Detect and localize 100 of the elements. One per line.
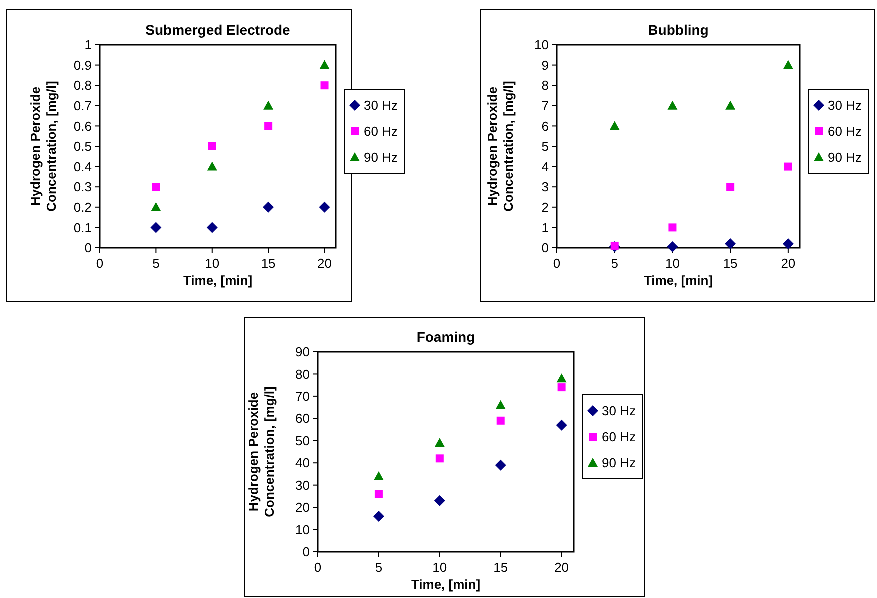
point bbox=[434, 495, 446, 506]
legend-label: 60 Hz bbox=[602, 430, 636, 445]
y-axis-title: Hydrogen Peroxide Concentration, [mg/l] bbox=[246, 386, 277, 518]
point bbox=[436, 454, 444, 463]
point bbox=[558, 384, 566, 392]
chart-title: Foaming bbox=[416, 329, 476, 345]
legend-label: 30 Hz bbox=[364, 98, 398, 114]
y-tick-label: 0.5 bbox=[74, 139, 92, 154]
point bbox=[263, 202, 274, 213]
chart-title: Bubbling bbox=[648, 22, 709, 38]
point bbox=[610, 121, 620, 130]
y-tick-label: 90 bbox=[296, 344, 310, 360]
legend-label: 60 Hz bbox=[364, 124, 398, 140]
y-tick-label: 4 bbox=[542, 159, 549, 174]
x-axis-title: Time, [min] bbox=[411, 577, 481, 592]
y-tick-label: 0.6 bbox=[74, 118, 92, 134]
point bbox=[152, 183, 160, 192]
y-tick-label: 8 bbox=[542, 78, 549, 94]
y-tick-label: 0.1 bbox=[74, 220, 92, 236]
x-tick-label: 10 bbox=[205, 256, 220, 271]
y-tick-label: 1 bbox=[542, 220, 549, 236]
point bbox=[782, 238, 794, 250]
y-tick-label: 0.8 bbox=[74, 78, 92, 94]
x-tick-label: 20 bbox=[318, 256, 332, 271]
legend-label: 90 Hz bbox=[828, 150, 862, 166]
y-tick-label: 40 bbox=[296, 456, 310, 471]
y-tick-label: 70 bbox=[296, 388, 310, 404]
x-tick-label: 5 bbox=[152, 256, 160, 271]
x-axis-title: Time, [min] bbox=[644, 273, 714, 288]
chart-title: Submerged Electrode bbox=[146, 22, 291, 38]
y-tick-label: 6 bbox=[542, 118, 549, 134]
y-tick-label: 0.7 bbox=[74, 98, 92, 114]
point bbox=[374, 471, 384, 480]
x-tick-label: 15 bbox=[723, 256, 738, 271]
point bbox=[207, 162, 218, 171]
point bbox=[264, 100, 274, 110]
point bbox=[495, 460, 506, 471]
y-tick-label: 3 bbox=[542, 180, 549, 195]
y-tick-label: 80 bbox=[296, 366, 310, 382]
y-tick-label: 20 bbox=[296, 500, 310, 516]
point bbox=[725, 238, 736, 250]
legend-label: 60 Hz bbox=[828, 124, 862, 140]
legend-label: 30 Hz bbox=[602, 404, 636, 419]
point bbox=[667, 241, 678, 252]
y-tick-label: 9 bbox=[542, 58, 549, 73]
y-tick-label: 0 bbox=[542, 240, 549, 256]
point bbox=[206, 222, 218, 234]
x-tick-label: 10 bbox=[432, 560, 448, 575]
y-tick-label: 10 bbox=[534, 38, 549, 53]
y-tick-label: 7 bbox=[542, 98, 549, 114]
point bbox=[726, 100, 736, 110]
y-tick-label: 1 bbox=[84, 38, 92, 53]
point bbox=[208, 142, 216, 150]
x-tick-label: 0 bbox=[314, 560, 322, 575]
point bbox=[556, 374, 567, 383]
y-tick-label: 5 bbox=[542, 139, 549, 154]
x-tick-label: 15 bbox=[494, 560, 508, 575]
y-tick-label: 0.9 bbox=[74, 58, 92, 73]
x-tick-label: 10 bbox=[665, 256, 680, 271]
point bbox=[373, 510, 384, 522]
point bbox=[320, 60, 330, 70]
x-tick-label: 5 bbox=[611, 256, 618, 271]
point bbox=[151, 202, 162, 212]
y-tick-label: 30 bbox=[296, 478, 310, 493]
y-tick-label: 60 bbox=[296, 411, 310, 426]
point bbox=[319, 202, 330, 213]
y-tick-label: 2 bbox=[542, 200, 549, 215]
y-tick-label: 0 bbox=[84, 240, 92, 256]
y-tick-label: 0 bbox=[302, 544, 310, 560]
point bbox=[610, 242, 619, 250]
point bbox=[374, 490, 383, 498]
legend-label: 90 Hz bbox=[364, 150, 398, 166]
point bbox=[668, 224, 677, 232]
y-axis-title: Hydrogen Peroxide Concentration, [mg/l] bbox=[28, 81, 59, 212]
point bbox=[320, 82, 329, 90]
point bbox=[726, 183, 735, 192]
y-tick-label: 50 bbox=[296, 433, 310, 448]
x-tick-label: 15 bbox=[261, 256, 276, 271]
point bbox=[150, 222, 162, 234]
legend-label: 30 Hz bbox=[828, 98, 862, 114]
y-axis-title: Hydrogen Peroxide Concentration, [mg/l] bbox=[485, 81, 516, 212]
legend-label: 90 Hz bbox=[602, 456, 636, 471]
x-tick-label: 0 bbox=[96, 256, 104, 271]
point bbox=[434, 438, 445, 448]
x-tick-label: 5 bbox=[375, 560, 383, 575]
y-tick-label: 0.4 bbox=[74, 159, 92, 174]
point bbox=[783, 60, 794, 70]
x-axis-title: Time, [min] bbox=[183, 273, 253, 288]
x-tick-label: 20 bbox=[781, 256, 796, 271]
point bbox=[784, 162, 792, 171]
point bbox=[264, 122, 273, 130]
x-tick-label: 0 bbox=[553, 256, 561, 271]
point bbox=[556, 420, 568, 431]
point bbox=[496, 400, 506, 410]
point bbox=[668, 100, 678, 110]
x-tick-label: 20 bbox=[554, 560, 570, 575]
y-tick-label: 10 bbox=[296, 522, 310, 538]
y-tick-label: 0.2 bbox=[74, 200, 92, 215]
y-tick-label: 0.3 bbox=[74, 180, 92, 195]
point bbox=[496, 416, 505, 425]
